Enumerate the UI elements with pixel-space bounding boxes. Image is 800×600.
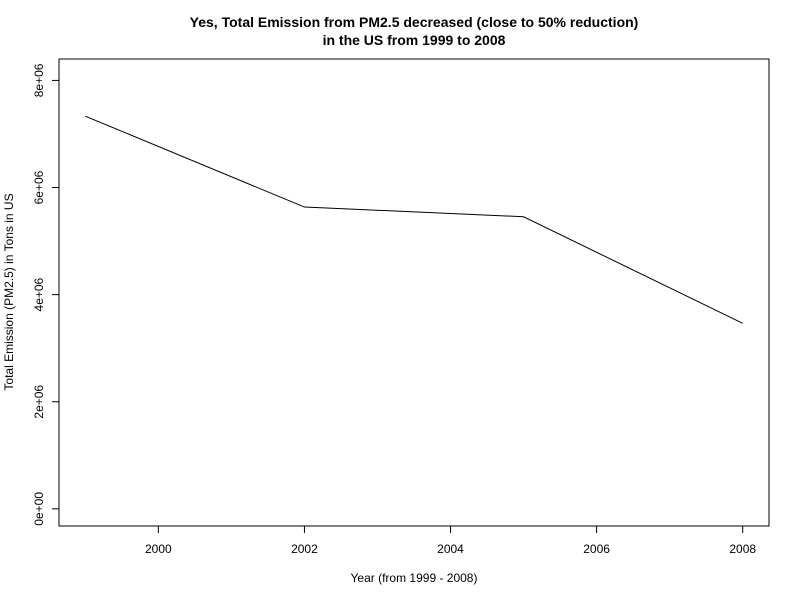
y-tick-label: 4e+06 [32, 277, 46, 311]
plot-area-frame [58, 58, 770, 527]
y-tick-label: 0e+00 [32, 492, 46, 526]
y-axis: 0e+00 2e+06 4e+06 6e+06 8e+06 [32, 63, 59, 526]
x-tick-label: 2002 [291, 542, 318, 556]
y-tick-label: 2e+06 [32, 385, 46, 419]
x-tick-label: 2006 [583, 542, 610, 556]
x-axis: 2000 2002 2004 2006 2008 [145, 526, 756, 556]
y-tick-label: 8e+06 [32, 63, 46, 97]
y-tick-label: 6e+06 [32, 170, 46, 204]
chart-title-line-2: in the US from 1999 to 2008 [323, 32, 506, 48]
x-tick-label: 2000 [145, 542, 172, 556]
x-axis-label: Year (from 1999 - 2008) [351, 571, 478, 585]
series-layer [85, 115, 743, 324]
x-tick-label: 2004 [437, 542, 464, 556]
x-tick-label: 2008 [729, 542, 756, 556]
series-line [85, 115, 743, 324]
chart-title-line-1: Yes, Total Emission from PM2.5 decreased… [190, 14, 639, 30]
y-axis-label: Total Emission (PM2.5) in Tons in US [2, 193, 16, 390]
